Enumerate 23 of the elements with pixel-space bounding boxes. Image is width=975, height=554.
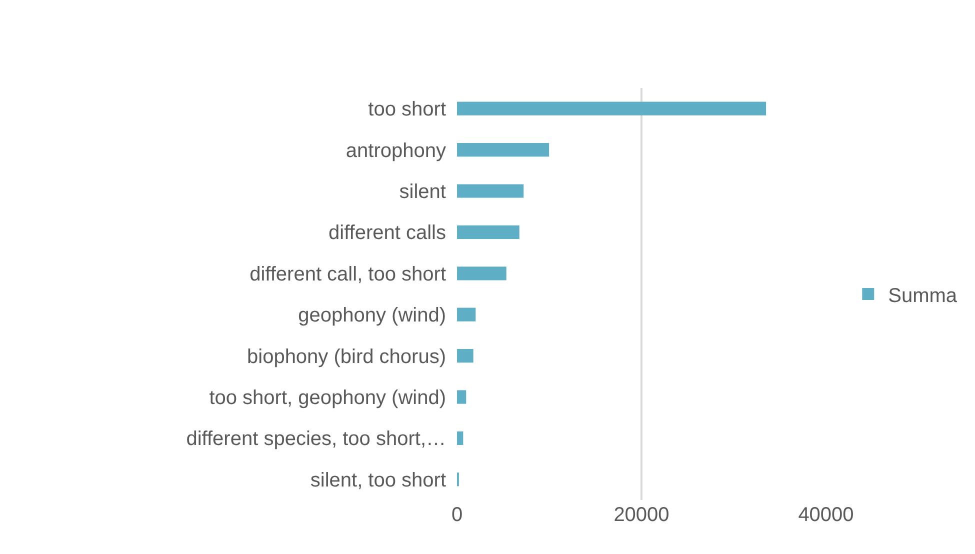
bar <box>457 431 464 445</box>
y-tick-label: biophony (bird chorus) <box>247 346 446 368</box>
y-tick-label: different calls <box>328 222 446 244</box>
bar <box>457 102 766 116</box>
bar <box>457 349 474 363</box>
y-tick-label: antrophony <box>346 140 446 162</box>
y-tick-label: geophony (wind) <box>298 304 446 327</box>
bar <box>457 266 506 280</box>
bar <box>457 184 524 198</box>
y-tick-label: silent, too short <box>310 469 446 492</box>
bar <box>457 308 476 322</box>
y-tick-label: silent <box>399 181 446 203</box>
y-tick-label: different call, too short <box>250 263 446 286</box>
y-tick-label: different species, too short,… <box>186 428 446 450</box>
x-tick-label: 40000 <box>798 504 854 526</box>
bar <box>457 143 550 157</box>
y-tick-label: too short <box>368 98 446 121</box>
x-tick-label: 20000 <box>614 504 670 526</box>
x-tick-label: 0 <box>451 504 463 526</box>
bar <box>457 390 466 404</box>
legend-label: Summa <box>888 284 958 307</box>
bar <box>457 225 520 239</box>
y-tick-label: too short, geophony (wind) <box>209 387 446 409</box>
